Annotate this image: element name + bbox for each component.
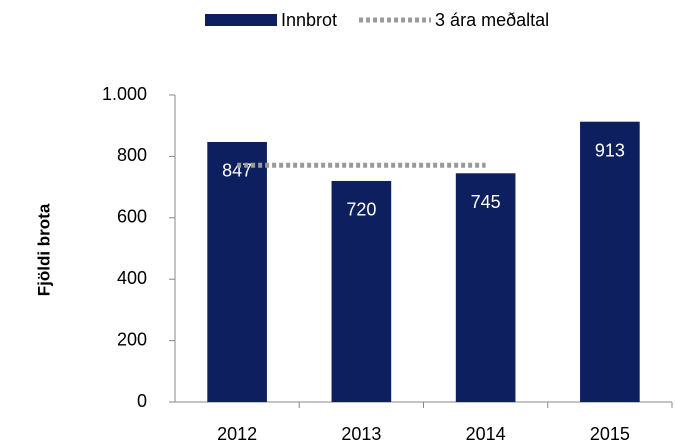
y-axis-label: Fjöldi brota [34, 203, 53, 296]
legend-label: 3 ára meðaltal [435, 10, 549, 30]
y-tick-label: 400 [117, 268, 147, 288]
bar [331, 180, 392, 402]
y-tick-label: 0 [137, 391, 147, 411]
x-tick-label: 2012 [217, 424, 257, 444]
y-tick-label: 600 [117, 207, 147, 227]
x-tick-label: 2014 [466, 424, 506, 444]
legend-swatch [205, 14, 277, 26]
bar [207, 141, 267, 402]
y-tick-label: 1.000 [102, 84, 147, 104]
y-tick-label: 200 [117, 329, 147, 349]
x-tick-label: 2013 [341, 424, 381, 444]
x-tick-label: 2015 [590, 424, 630, 444]
data-label: 913 [595, 140, 625, 160]
data-label: 720 [346, 200, 376, 220]
legend-label: Innbrot [281, 10, 337, 30]
bar [455, 173, 516, 402]
y-tick-label: 800 [117, 145, 147, 165]
data-label: 745 [471, 192, 501, 212]
bar [580, 121, 640, 403]
